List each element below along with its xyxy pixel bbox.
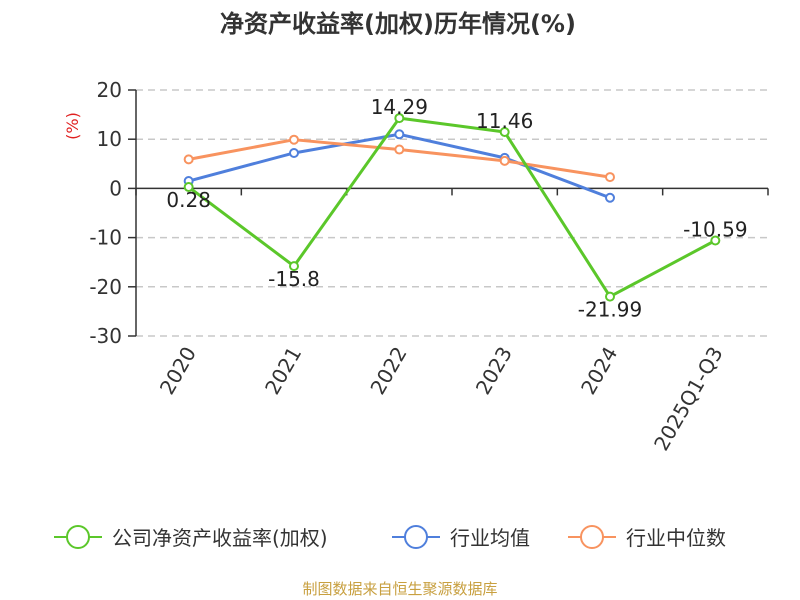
legend-item: 行业均值 [392, 525, 530, 550]
data-point [289, 261, 299, 272]
data-point [605, 192, 615, 203]
data-point [499, 155, 510, 166]
legend-label: 行业中位数 [626, 526, 726, 550]
y-tick-label: -10 [89, 226, 122, 250]
data-label: -10.59 [683, 218, 747, 242]
legend-item: 公司净资产收益率(加权) [54, 525, 328, 550]
data-label: 11.46 [476, 109, 533, 133]
data-label: -21.99 [578, 298, 642, 322]
y-tick-label: 0 [109, 176, 122, 200]
grid-lines [136, 89, 768, 337]
data-point [183, 182, 194, 193]
legend-label: 行业均值 [450, 526, 530, 550]
x-axis: 2020 2021 2022 2023 2024 2025Q1-Q3 [135, 187, 769, 455]
y-axis-unit-label: (%) [63, 112, 82, 140]
legend-item: 行业中位数 [568, 525, 726, 550]
data-point [394, 113, 405, 124]
data-source-note: 制图数据来自恒生聚源数据库 [302, 580, 497, 598]
data-point [289, 147, 299, 158]
data-point [394, 129, 405, 140]
legend: 公司净资产收益率(加权) 行业均值 行业中位数 [54, 525, 726, 550]
series-lines [183, 113, 721, 302]
legend-marker [66, 525, 90, 549]
chart-title: 净资产收益率(加权)历年情况(%) [220, 10, 576, 38]
series-line [187, 116, 717, 299]
x-tick-label: 2025Q1-Q3 [649, 343, 728, 455]
legend-marker [404, 525, 428, 549]
data-point [183, 154, 194, 165]
y-tick-label: 10 [97, 127, 122, 151]
data-point [605, 172, 615, 183]
data-labels: 0.28 -15.8 14.29 11.46 -21.99 -10.59 [166, 95, 747, 321]
data-point [289, 134, 299, 145]
data-point [605, 291, 615, 302]
legend-marker [580, 525, 604, 549]
data-label: 14.29 [371, 95, 428, 119]
data-label: -15.8 [268, 267, 320, 291]
y-tick-label: 20 [97, 78, 122, 102]
x-tick-label: 2021 [260, 343, 306, 399]
x-tick-label: 2020 [155, 343, 201, 399]
data-point [499, 127, 510, 138]
data-point [710, 235, 721, 246]
y-axis: 20 10 0 -10 -20 -30 [89, 78, 137, 348]
x-tick-label: 2024 [576, 343, 622, 399]
y-tick-label: -30 [89, 324, 122, 348]
y-tick-label: -20 [89, 275, 122, 299]
data-label: 0.28 [166, 188, 211, 212]
data-point [394, 144, 405, 155]
x-tick-label: 2022 [365, 343, 411, 399]
legend-label: 公司净资产收益率(加权) [112, 526, 328, 550]
x-tick-label: 2023 [471, 343, 517, 399]
